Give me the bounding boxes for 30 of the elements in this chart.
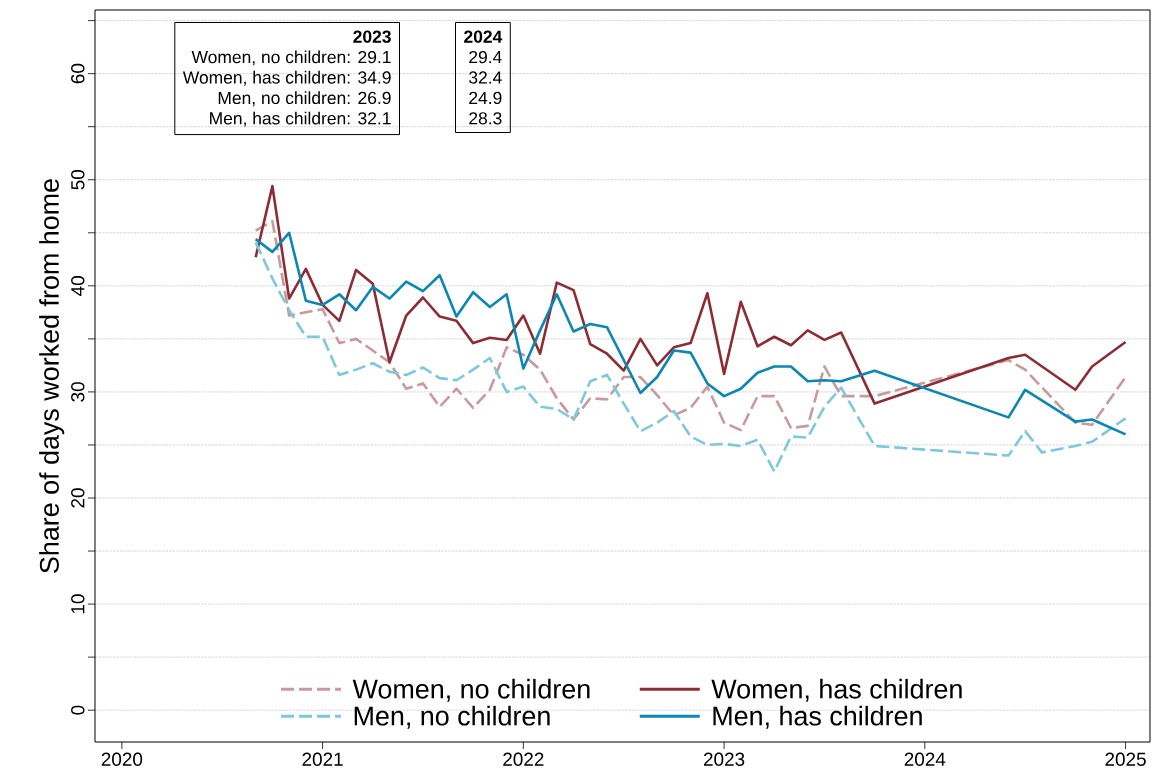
line-series [254, 184, 1127, 405]
y-tick-label: 10 [71, 594, 85, 614]
x-tick-label: 2023 [703, 752, 745, 766]
x-tick-label: 2021 [302, 752, 343, 766]
annotation: Men, no children: 26.9 [218, 91, 391, 107]
annotation: Women, has children: 34.9 [182, 70, 391, 86]
y-tick-label: 60 [71, 63, 85, 84]
line-series [254, 241, 1127, 473]
y-axis-title: Share of days worked from home [39, 179, 65, 573]
y-tick-label: 0 [71, 705, 85, 715]
legend-label: Men, no children [354, 705, 550, 729]
annotation: 29.4 [469, 50, 502, 64]
annotation: 32.4 [469, 71, 502, 84]
annotation: Men, has children: 32.1 [210, 111, 391, 127]
annotation: 24.9 [469, 91, 502, 105]
legend-label: Women, no children [352, 678, 590, 702]
y-tick-label: 20 [71, 488, 85, 508]
legend-label: Men, has children [713, 705, 922, 729]
y-tick-label: 50 [71, 169, 85, 190]
annotation: Women, no children: 29.1 [191, 50, 391, 66]
x-tick-label: 2022 [503, 752, 544, 766]
x-tick-label: 2020 [101, 752, 143, 766]
annotation: 2023 [353, 30, 391, 43]
annotation: 2024 [464, 30, 503, 43]
x-tick-label: 2025 [1105, 752, 1146, 766]
x-tick-label: 2024 [904, 752, 946, 766]
y-tick-label: 40 [71, 276, 85, 296]
legend-label: Women, has children [711, 678, 962, 702]
y-tick-label: 30 [71, 382, 85, 402]
annotation: 28.3 [469, 112, 502, 125]
